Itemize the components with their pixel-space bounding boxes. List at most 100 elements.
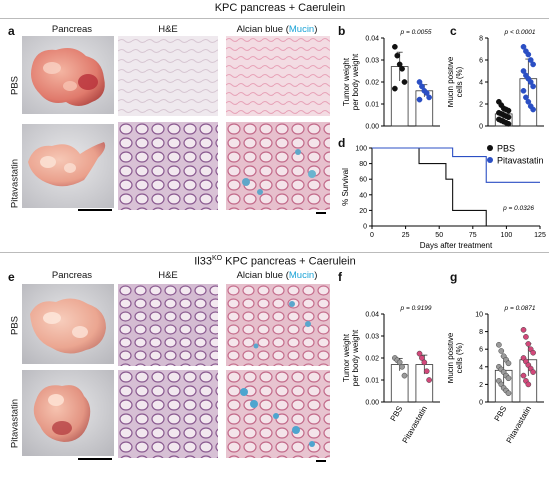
column-title-alcian: Alcian blue (Mucin) bbox=[222, 24, 332, 35]
histology-he-pit-il33ko bbox=[118, 370, 218, 458]
data-point-f-1 bbox=[419, 355, 425, 361]
data-point-b-1 bbox=[416, 79, 423, 85]
legend-label-0: PBS bbox=[497, 144, 515, 154]
panel-label-e: e bbox=[8, 270, 15, 284]
y-tick-label-b: 0.04 bbox=[365, 36, 379, 43]
x-tick-label-d: 125 bbox=[534, 232, 546, 239]
alcian-prefix: Alcian blue ( bbox=[236, 24, 289, 35]
y-tick-label-g: 10 bbox=[475, 312, 483, 319]
category-label-g-1: Pitavastatin bbox=[505, 405, 533, 445]
alcian-suffix: ) bbox=[314, 24, 318, 35]
x-tick-label-d: 75 bbox=[469, 232, 477, 239]
data-point-g-0 bbox=[505, 390, 512, 397]
panel-label-f: f bbox=[338, 270, 342, 284]
p-value-f: p = 0.9199 bbox=[400, 305, 432, 312]
alcian-mucin: Mucin bbox=[288, 24, 315, 35]
data-point-g-0 bbox=[505, 375, 512, 382]
data-point-b-1 bbox=[419, 83, 425, 90]
y-tick-label-d: 60 bbox=[359, 177, 367, 184]
y-tick-label-c: 2 bbox=[479, 102, 483, 109]
y-axis-label-b: Tumor weightper body weight bbox=[342, 53, 360, 110]
data-point-f-0 bbox=[399, 363, 405, 370]
x-tick-label-d: 100 bbox=[501, 232, 513, 239]
survival-line-0 bbox=[372, 147, 487, 226]
y-tick-label-c: 8 bbox=[479, 36, 483, 43]
legend-marker-0 bbox=[487, 145, 493, 151]
chart-g-mucin-il33ko: 0 2 4 6 8 10 Mucin positivecells (%) p = 0.0871… bbox=[448, 305, 544, 445]
histology-alcian-pbs-il33ko bbox=[226, 284, 330, 366]
y-axis-label-f: Tumor weightper body weight bbox=[342, 329, 360, 386]
histology-he-pit-kpc bbox=[118, 122, 218, 210]
section-divider-top bbox=[0, 18, 549, 19]
data-point-c-1 bbox=[520, 87, 527, 94]
y-tick-label-d: 100 bbox=[355, 146, 367, 153]
y-tick-label-c: 0 bbox=[479, 124, 483, 131]
category-label-g-0: PBS bbox=[493, 405, 509, 423]
y-tick-label-g: 0 bbox=[479, 400, 483, 407]
data-point-f-0 bbox=[396, 359, 403, 366]
legend-label-1: Pitavastatin bbox=[497, 156, 544, 166]
data-point-g-1 bbox=[530, 349, 536, 356]
data-point-g-1 bbox=[525, 341, 532, 347]
chart-c-mucin-kpc: 0 2 4 6 8 Mucin positivecells (%) p < 0.0001 bbox=[448, 29, 544, 131]
p-value-g: p = 0.0871 bbox=[504, 305, 536, 312]
data-point-g-1 bbox=[523, 334, 529, 340]
data-point-b-0 bbox=[396, 61, 403, 68]
data-point-g-0 bbox=[498, 348, 505, 354]
y-tick-label-f: 0.04 bbox=[365, 312, 379, 319]
y-tick-label-g: 8 bbox=[479, 329, 483, 336]
data-point-c-1 bbox=[530, 83, 536, 90]
data-point-c-0 bbox=[505, 114, 512, 121]
data-point-g-1 bbox=[525, 381, 532, 388]
panel-label-a: a bbox=[8, 24, 15, 38]
section-title-kpc: KPC pancreas + Caerulein bbox=[214, 2, 346, 14]
data-point-f-1 bbox=[416, 350, 423, 357]
row-label-pit-a: Pitavastatin bbox=[9, 158, 21, 209]
data-point-c-1 bbox=[523, 94, 529, 101]
column-title-he: H&E bbox=[158, 24, 178, 35]
y-tick-label-c: 4 bbox=[479, 80, 483, 87]
pancreas-photo-pit-il33ko bbox=[22, 370, 114, 456]
y-tick-label-f: 0.01 bbox=[365, 378, 379, 385]
row-label-pbs-e: PBS bbox=[9, 316, 21, 336]
data-point-c-1 bbox=[527, 79, 534, 85]
y-axis-label-c: Mucin positivecells (%) bbox=[448, 56, 464, 107]
section-divider-bottom bbox=[0, 252, 549, 253]
histology-he-pbs-il33ko bbox=[118, 284, 218, 366]
column-title-alcian-e: Alcian blue (Mucin) bbox=[222, 270, 332, 281]
y-axis-label-g: Mucin positivecells (%) bbox=[448, 332, 464, 383]
y-tick-label-b: 0.02 bbox=[365, 80, 379, 87]
data-point-g-0 bbox=[496, 341, 502, 348]
y-tick-label-g: 6 bbox=[479, 347, 483, 354]
column-title-pancreas-e: Pancreas bbox=[51, 270, 93, 281]
data-point-g-1 bbox=[530, 369, 536, 375]
data-point-c-1 bbox=[525, 51, 532, 58]
data-point-f-1 bbox=[421, 359, 428, 366]
histology-alcian-pit-kpc bbox=[226, 122, 330, 210]
y-tick-label-b: 0.03 bbox=[365, 58, 379, 65]
y-tick-label-d: 0 bbox=[363, 224, 367, 231]
x-tick-label-d: 50 bbox=[435, 232, 443, 239]
data-point-b-0 bbox=[399, 65, 405, 72]
data-point-f-1 bbox=[423, 368, 430, 375]
data-point-g-1 bbox=[520, 326, 527, 333]
data-point-b-0 bbox=[392, 85, 398, 92]
y-axis-label-d: % Survival bbox=[341, 168, 350, 206]
chart-b-tumor-weight-kpc: 0.00 0.01 0.02 0.03 0.04 Tumor weightper body… bbox=[342, 29, 440, 131]
survival-line-1 bbox=[372, 147, 540, 183]
y-tick-label-f: 0.00 bbox=[365, 400, 379, 407]
panel-label-d: d bbox=[338, 136, 346, 150]
p-value-b: p = 0.0055 bbox=[400, 29, 432, 36]
histology-alcian-pit-il33ko bbox=[226, 370, 330, 458]
category-label-f-1: Pitavastatin bbox=[401, 405, 429, 445]
x-axis-label-d: Days after treatment bbox=[420, 241, 493, 250]
p-value-d: p = 0.0326 bbox=[502, 205, 534, 212]
x-tick-label-d: 0 bbox=[370, 232, 374, 239]
scale-bar-a-histo bbox=[316, 212, 326, 214]
row-label-pbs-a: PBS bbox=[9, 76, 21, 96]
y-tick-label-d: 40 bbox=[359, 192, 367, 199]
data-point-f-1 bbox=[426, 377, 432, 383]
column-title-he-e: H&E bbox=[158, 270, 178, 281]
data-point-b-1 bbox=[426, 94, 432, 101]
panel-label-c: c bbox=[450, 24, 457, 38]
